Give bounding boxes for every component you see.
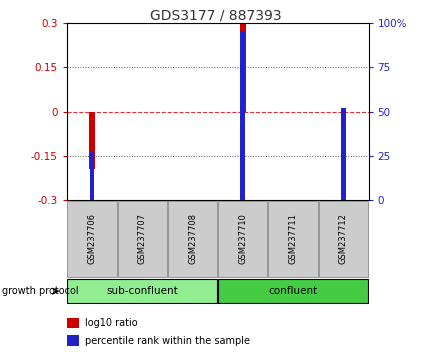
Text: GSM237710: GSM237710 [238,213,247,264]
Bar [239,24,245,112]
Text: GSM237712: GSM237712 [338,213,347,264]
Bar [67,318,79,328]
Bar [89,112,95,169]
Text: GDS3177 / 887393: GDS3177 / 887393 [149,9,281,23]
Text: GSM237711: GSM237711 [288,213,297,264]
Bar [67,279,217,303]
Text: confluent: confluent [268,286,317,296]
Bar [240,32,245,200]
Bar [218,201,267,277]
Bar [67,201,116,277]
Bar [268,201,317,277]
Text: GSM237707: GSM237707 [138,213,146,264]
Text: percentile rank within the sample: percentile rank within the sample [85,336,249,346]
Text: sub-confluent: sub-confluent [106,286,178,296]
Bar [340,108,345,200]
Text: growth protocol: growth protocol [2,286,79,296]
Text: log10 ratio: log10 ratio [85,318,137,328]
Bar [318,201,367,277]
Bar [89,152,94,200]
Text: GSM237706: GSM237706 [87,213,96,264]
Bar [117,201,166,277]
Text: GSM237708: GSM237708 [187,213,197,264]
Bar [218,279,367,303]
Bar [167,201,217,277]
Bar [67,335,79,346]
Bar [341,108,344,200]
